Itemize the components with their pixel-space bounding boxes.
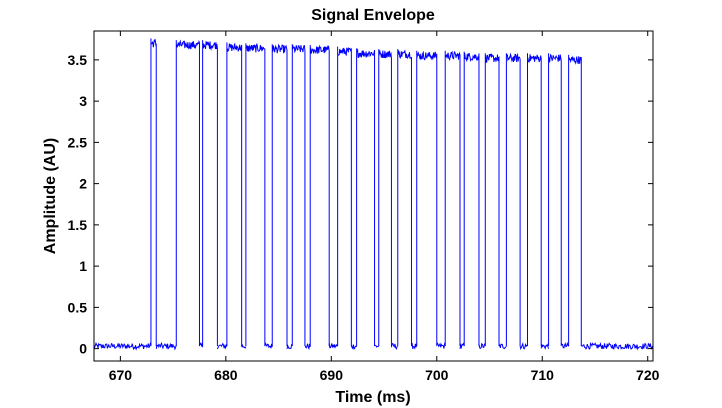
baseline-segment-8 [304, 343, 311, 351]
pulse-16 [484, 53, 500, 347]
pulse-11 [378, 49, 392, 347]
pulse-2 [175, 39, 200, 347]
x-tick-label-720: 720 [636, 367, 660, 383]
baseline-segment-14 [436, 342, 446, 349]
baseline-segment-13 [411, 342, 418, 350]
baseline-segment-21 [580, 341, 654, 351]
pulse-15 [463, 51, 480, 347]
y-tick-label-0.5: 0.5 [68, 299, 88, 315]
baseline-segment-6 [264, 341, 273, 349]
baseline-segment-7 [286, 343, 293, 350]
baseline-segment-10 [350, 344, 357, 350]
baseline-segment-2 [155, 341, 177, 351]
y-tick-label-1.5: 1.5 [68, 217, 88, 233]
baseline-segment-18 [519, 341, 528, 351]
baseline-segment-20 [560, 341, 570, 349]
pulse-14 [444, 50, 461, 347]
pulse-17 [505, 52, 521, 347]
baseline-segment-16 [478, 342, 486, 349]
y-tick-label-0: 0 [79, 341, 87, 357]
baseline-segment-1 [93, 341, 152, 351]
baseline-segment-11 [374, 344, 380, 348]
x-tick-label-710: 710 [531, 367, 555, 383]
x-axis-ticks: 670 680 690 700 710 720 [109, 31, 660, 383]
pulse-12 [397, 49, 412, 347]
y-tick-label-3.5: 3.5 [68, 52, 88, 68]
x-tick-label-670: 670 [109, 367, 133, 383]
baseline-segment-12 [390, 343, 398, 351]
plot-background [94, 31, 653, 361]
y-tick-label-2: 2 [79, 176, 87, 192]
pulse-18 [526, 53, 542, 347]
pulse-3 [202, 40, 218, 347]
pulse-4 [226, 42, 243, 347]
baseline-segment-3 [199, 341, 204, 348]
baseline-segment-15 [459, 342, 465, 350]
pulse-20 [568, 54, 582, 347]
y-tick-label-3: 3 [79, 93, 87, 109]
signal-series-group [93, 38, 654, 351]
pulse-9 [337, 46, 352, 347]
y-tick-label-1: 1 [79, 258, 87, 274]
pulse-5 [245, 42, 266, 347]
baseline-segment-4 [216, 342, 228, 350]
pulse-13 [416, 50, 438, 347]
y-axis-label: Amplitude (AU) [42, 138, 59, 254]
pulse-19 [548, 53, 562, 347]
baseline-segment-17 [498, 343, 507, 350]
baseline-segment-9 [328, 343, 339, 349]
x-tick-label-680: 680 [214, 367, 238, 383]
pulse-7 [291, 44, 306, 347]
x-tick-label-700: 700 [425, 367, 449, 383]
x-tick-label-690: 690 [320, 367, 344, 383]
chart-title: Signal Envelope [311, 7, 435, 24]
baseline-segment-5 [241, 343, 247, 349]
plot-frame [93, 30, 654, 362]
y-tick-label-2.5: 2.5 [68, 134, 88, 150]
y-axis-ticks: 0 0.5 1 1.5 2 2.5 3 3.5 [68, 52, 653, 357]
pulse-10 [356, 48, 376, 347]
x-axis-label: Time (ms) [335, 389, 410, 406]
pulse-6 [271, 43, 288, 347]
pulse-1 [150, 38, 157, 347]
pulse-8 [309, 44, 330, 347]
baseline-segment-19 [540, 343, 550, 350]
